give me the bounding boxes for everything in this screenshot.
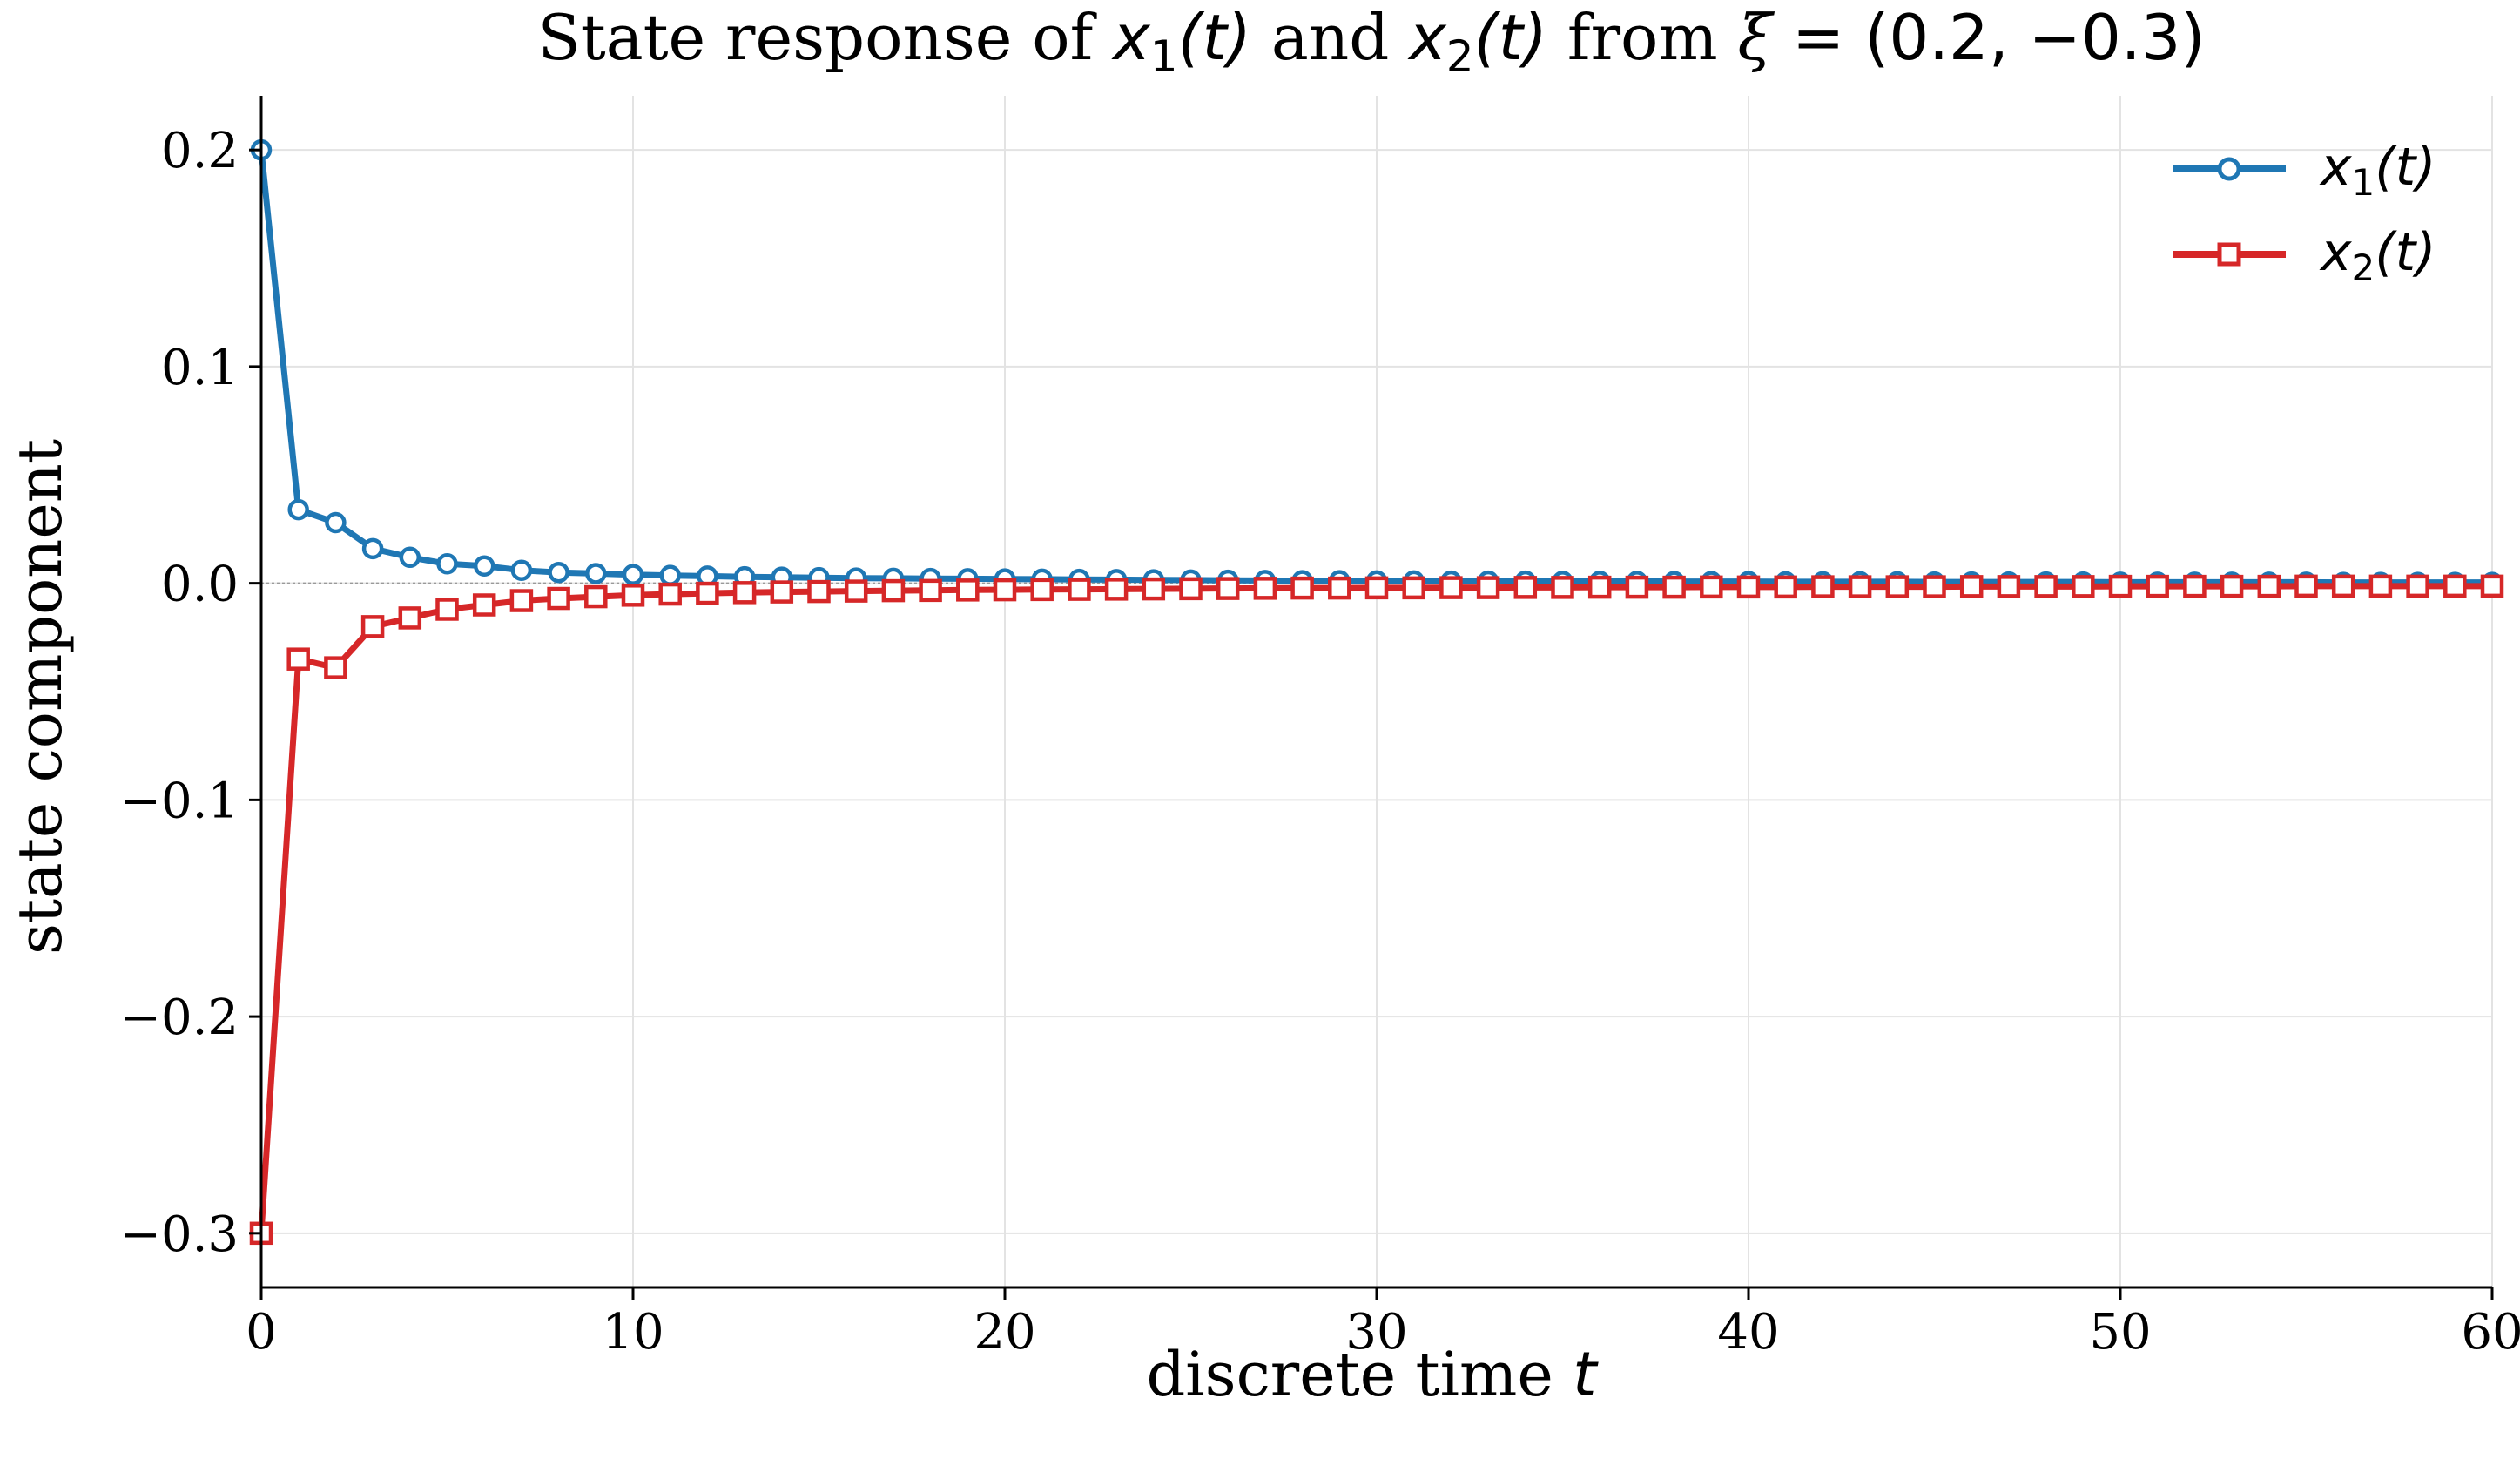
point-x2-t31 xyxy=(1402,576,1425,600)
point-x2-t7 xyxy=(509,589,534,612)
legend-label-x1: x1(t) xyxy=(2319,137,2436,204)
point-x2-t51 xyxy=(2146,574,2169,598)
point-x2-t25 xyxy=(1179,577,1203,601)
x-tick-label-0: 0 xyxy=(246,1304,277,1361)
point-x2-t49 xyxy=(2072,575,2095,598)
point-x2-t52 xyxy=(2183,574,2207,598)
y-tick-label-4: 0.1 xyxy=(161,340,239,396)
x-tick-label-4: 40 xyxy=(1717,1304,1779,1361)
point-x2-t3 xyxy=(360,615,385,638)
point-x2-t22 xyxy=(1068,578,1091,601)
point-x2-t19 xyxy=(956,578,980,602)
y-tick-label-1: −0.2 xyxy=(120,990,239,1046)
point-x2-t58 xyxy=(2406,574,2429,598)
legend-marker-x2 xyxy=(2217,242,2241,267)
point-x2-t39 xyxy=(1700,575,1723,599)
point-x1-t6 xyxy=(473,555,495,577)
point-x2-t5 xyxy=(435,598,459,621)
y-tick-label-3: 0.0 xyxy=(161,557,239,613)
point-x2-t36 xyxy=(1587,575,1612,599)
point-x2-t43 xyxy=(1848,575,1872,598)
point-x1-t4 xyxy=(399,546,421,569)
x-tick-label-2: 20 xyxy=(974,1304,1035,1361)
point-x2-t10 xyxy=(621,584,645,607)
point-x2-t16 xyxy=(844,579,868,603)
point-x1-t2 xyxy=(325,511,347,534)
point-x2-t59 xyxy=(2443,574,2467,598)
point-x1-t7 xyxy=(510,559,533,581)
point-x2-t17 xyxy=(881,578,906,603)
point-x2-t44 xyxy=(1885,575,1910,598)
point-x2-t26 xyxy=(1216,577,1240,600)
point-x1-t5 xyxy=(436,553,458,575)
point-x1-t8 xyxy=(548,561,569,584)
point-x2-t18 xyxy=(919,578,942,603)
y-tick-label-5: 0.2 xyxy=(161,123,239,179)
legend-entry-x2: x2(t) xyxy=(2173,222,2436,289)
point-x2-t4 xyxy=(398,606,422,630)
point-x2-t35 xyxy=(1551,576,1574,599)
point-x1-t11 xyxy=(659,564,681,586)
x-tick-label-1: 10 xyxy=(602,1304,664,1361)
point-x2-t14 xyxy=(770,580,794,604)
y-tick-label-0: −0.3 xyxy=(120,1206,239,1263)
point-x2-t27 xyxy=(1253,577,1277,600)
point-x2-t41 xyxy=(1774,575,1797,599)
y-axis-label: state component xyxy=(4,439,76,955)
ticks: 0 10 20 30 40 50 60 −0.3 −0.2 −0.1 0.0 0.1 0.2 xyxy=(120,123,2520,1361)
point-x1-t1 xyxy=(287,498,309,521)
point-x2-t48 xyxy=(2034,575,2058,598)
point-x2-t32 xyxy=(1439,576,1463,599)
point-x2-t6 xyxy=(472,593,496,617)
point-x2-t9 xyxy=(584,584,608,609)
legend-marker-x1 xyxy=(2217,157,2241,181)
point-x2-t45 xyxy=(1923,575,1946,598)
legend-label-x2: x2(t) xyxy=(2319,222,2436,289)
point-x2-t20 xyxy=(993,578,1017,602)
point-x2-t50 xyxy=(2108,574,2133,598)
point-x2-t56 xyxy=(2331,574,2355,598)
point-x2-t21 xyxy=(1030,578,1054,602)
point-x2-t60 xyxy=(2480,574,2504,598)
point-x2-t47 xyxy=(1997,575,2021,598)
point-x2-t8 xyxy=(547,586,570,611)
point-x2-t38 xyxy=(1662,575,1686,599)
point-x1-t9 xyxy=(585,563,607,584)
chart-title: State response of x1(t) and x2(t) from ξ… xyxy=(537,1,2205,82)
point-x2-t29 xyxy=(1328,576,1351,600)
point-x2-t34 xyxy=(1513,576,1538,599)
legend: x1(t) x2(t) xyxy=(2173,137,2436,289)
x-axis-label: discrete time t xyxy=(1146,1339,1599,1410)
point-x1-t10 xyxy=(622,564,644,585)
point-x2-t2 xyxy=(324,656,347,679)
point-x2-t30 xyxy=(1364,576,1389,600)
x-tick-label-6: 60 xyxy=(2461,1304,2520,1361)
point-x2-t40 xyxy=(1736,575,1761,599)
point-x2-t54 xyxy=(2257,574,2281,598)
point-x2-t23 xyxy=(1104,578,1129,601)
point-x2-t46 xyxy=(1959,575,1984,598)
x-tick-label-5: 50 xyxy=(2089,1304,2151,1361)
point-x2-t37 xyxy=(1625,575,1649,599)
point-x2-t12 xyxy=(696,581,719,605)
x-tick-label-3: 30 xyxy=(1345,1304,1407,1361)
point-x1-t3 xyxy=(361,537,384,560)
series-layer xyxy=(249,138,2504,1246)
legend-entry-x1: x1(t) xyxy=(2173,137,2436,204)
point-x2-t28 xyxy=(1290,576,1314,600)
y-tick-label-2: −0.1 xyxy=(120,773,239,829)
point-x2-t1 xyxy=(286,647,310,671)
point-x2-t11 xyxy=(658,582,682,606)
point-x2-t55 xyxy=(2294,574,2318,598)
point-x2-t15 xyxy=(807,579,831,604)
point-x2-t53 xyxy=(2220,574,2244,598)
point-x2-t33 xyxy=(1476,576,1500,599)
point-x2-t57 xyxy=(2368,574,2393,598)
point-x2-t42 xyxy=(1811,575,1835,598)
point-x2-t13 xyxy=(732,581,757,605)
point-x2-t24 xyxy=(1142,577,1166,601)
